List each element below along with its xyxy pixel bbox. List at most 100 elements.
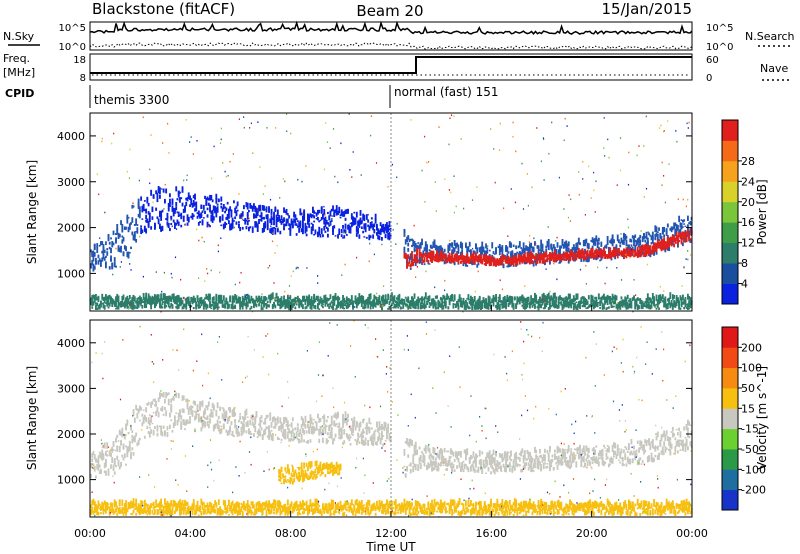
power-band-1-cell [659, 233, 662, 239]
velocity-band-1-cell [582, 449, 585, 453]
power-band-1-cell [525, 245, 528, 247]
velocity-band-1-cell [483, 459, 486, 462]
power-band-4-cell [319, 296, 322, 299]
power-band-4-cell [128, 301, 131, 307]
power-scatter-cell [543, 138, 545, 140]
power-band-1-cell [537, 259, 540, 261]
power-band-2-cell [557, 254, 560, 258]
power-band-4-cell [130, 302, 132, 309]
power-band-2-cell [666, 241, 669, 248]
power-band-4-cell [683, 299, 686, 305]
power-band-4-cell [172, 293, 175, 299]
power-band-3-cell [212, 216, 215, 221]
power-band-4-cell [537, 304, 540, 311]
power-band-3-cell [305, 233, 308, 237]
power-band-2-cell [414, 255, 417, 262]
freq-tick-top: 18 [73, 55, 86, 66]
power-band-4-cell [570, 299, 573, 303]
power-band-3-cell [151, 216, 154, 220]
power-band-2-cell [636, 246, 639, 253]
power-band-4-cell [388, 301, 391, 306]
power-colorbar-tick-label: 8 [741, 257, 748, 270]
velocity-band-1-cell [403, 449, 406, 455]
power-scatter-cell [604, 282, 606, 285]
power-band-4-cell [166, 295, 169, 301]
velocity-band-1-cell [646, 440, 649, 443]
power-band-2-cell [456, 257, 459, 262]
power-scatter-cell [163, 208, 165, 210]
power-band-4-cell [234, 297, 237, 300]
velocity-band-2-cell [314, 473, 317, 476]
velocity-band-1-cell [564, 457, 566, 463]
power-band-3-cell [140, 225, 143, 228]
power-band-4-cell [365, 302, 368, 305]
power-band-1-cell [456, 242, 459, 248]
power-band-4-cell [618, 302, 620, 308]
power-band-4-cell [215, 301, 218, 308]
power-band-1-cell [618, 239, 620, 244]
power-band-4-cell [457, 302, 460, 308]
velocity-band-2-cell [290, 472, 293, 477]
power-band-2-cell [475, 252, 477, 259]
power-band-1-cell [562, 243, 565, 249]
power-band-3-cell [364, 223, 367, 229]
velocity-band-0-cell [112, 464, 115, 468]
power-scatter-cell [329, 223, 331, 225]
power-band-1-cell [624, 234, 627, 240]
power-band-4-cell [513, 296, 516, 301]
power-band-3-cell [298, 227, 301, 233]
power-band-4-cell [328, 298, 331, 301]
power-band-3-cell [276, 227, 279, 233]
power-band-2-cell [461, 252, 464, 259]
power-band-4-cell [597, 302, 600, 304]
velocity-band-1-cell [475, 453, 477, 458]
power-band-3-cell [224, 206, 227, 209]
power-band-4-cell [477, 298, 480, 305]
power-band-3-cell [312, 209, 314, 212]
power-band-3-cell [310, 214, 313, 219]
power-band-3-cell [281, 219, 284, 224]
power-band-2-cell [569, 257, 571, 262]
power-band-4-cell [497, 296, 500, 299]
power-scatter-cell [331, 215, 333, 217]
power-band-4-cell [523, 303, 526, 306]
power-band-2-cell [659, 247, 662, 250]
power-band-3-cell [338, 228, 341, 235]
power-scatter-cell [331, 218, 333, 221]
power-band-3-cell [145, 208, 148, 214]
power-band-1-cell [432, 253, 435, 261]
power-band-1-cell [438, 249, 441, 254]
power-band-2-cell [421, 255, 423, 261]
power-band-3-cell [305, 225, 308, 229]
power-band-3-cell [224, 210, 227, 213]
velocity-band-1-cell [566, 459, 569, 465]
power-band-4-cell [169, 298, 171, 301]
power-band-4-cell [329, 302, 332, 307]
power-scatter-cell [633, 279, 635, 281]
power-band-4-cell [111, 298, 114, 302]
velocity-band-1-cell [574, 456, 576, 460]
power-band-4-cell [314, 304, 317, 310]
power-band-3-cell [141, 229, 144, 234]
power-band-2-cell [608, 252, 610, 254]
power-band-3-cell [271, 217, 274, 220]
power-band-1-cell [629, 238, 632, 243]
power-band-1-cell [443, 260, 446, 265]
power-band-4-cell [608, 295, 610, 300]
power-band-2-cell [431, 251, 433, 256]
power-band-0-cell [106, 248, 109, 251]
power-scatter-cell [395, 243, 397, 245]
power-band-4-cell [648, 303, 650, 310]
power-band-4-cell [631, 297, 634, 301]
velocity-band-1-cell [579, 451, 581, 457]
power-band-4-cell [500, 300, 502, 303]
power-band-4-cell [510, 296, 512, 301]
power-band-0-cell [93, 243, 96, 250]
power-band-0-cell [138, 210, 141, 216]
power-band-1-cell [483, 250, 486, 257]
power-band-3-cell [273, 211, 275, 217]
power-band-1-cell [682, 242, 684, 247]
power-band-1-cell [611, 241, 614, 247]
power-band-1-cell [453, 259, 456, 266]
velocity-band-2-cell [328, 471, 331, 475]
